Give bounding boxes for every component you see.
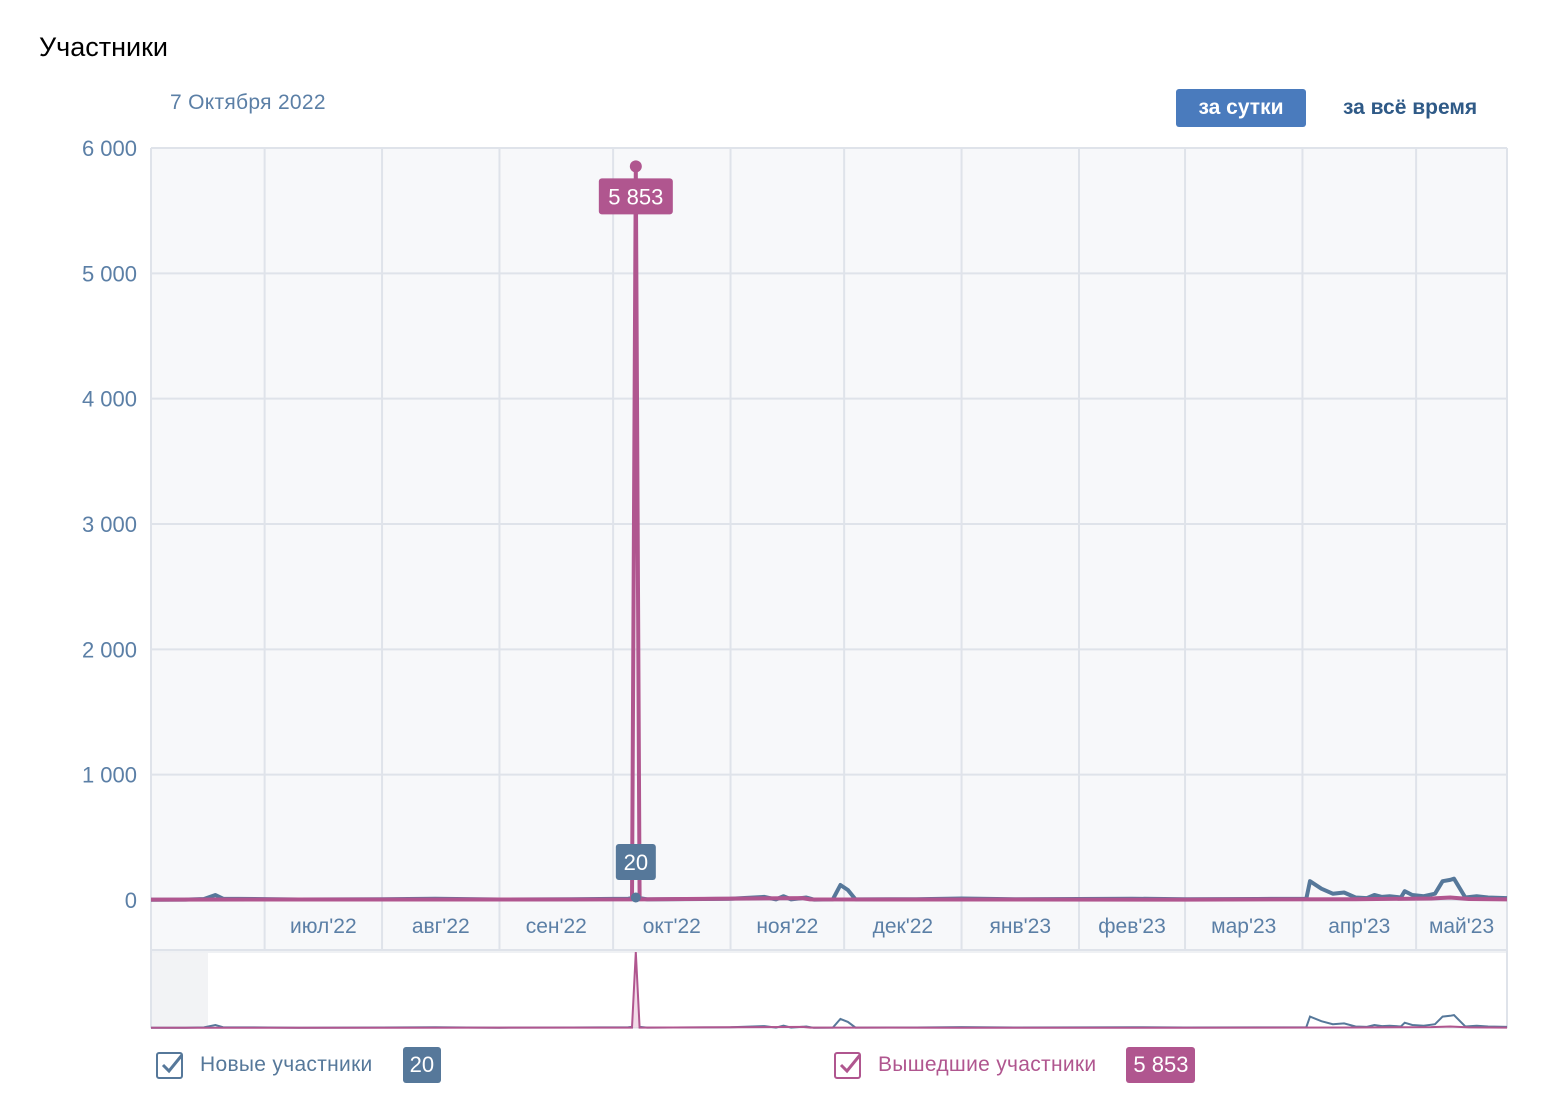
page-title: Участники [39, 32, 168, 62]
selected-date-label: 7 Октября 2022 [170, 91, 326, 114]
left-members-line [150, 164, 1508, 902]
x-tick-label: май'23 [1429, 915, 1494, 938]
left-members-label: Вышедшие участники [878, 1053, 1097, 1076]
left-members-value-label: 5 853 [598, 178, 673, 215]
new-members-value-badge: 20 [402, 1047, 442, 1083]
new-members-value-label: 20 [615, 844, 656, 880]
navigator-left-members-line [150, 951, 1508, 1029]
navigator-background [150, 951, 1508, 1029]
y-tick-label: 1 000 [82, 763, 137, 788]
y-tick-label: 5 000 [82, 261, 137, 286]
new-members-label: Новые участники [200, 1053, 373, 1076]
x-tick-label: окт'22 [643, 915, 701, 938]
legend-new-members[interactable]: Новые участники 20 [156, 1045, 442, 1085]
y-tick-label: 4 000 [82, 387, 137, 412]
x-tick-label: янв'23 [990, 915, 1052, 938]
y-tick-label: 6 000 [82, 136, 137, 161]
x-tick-label: ноя'22 [756, 915, 818, 938]
check-icon [839, 1053, 862, 1073]
svg-text:20: 20 [624, 850, 648, 875]
new-members-point [630, 892, 641, 903]
range-daily-button[interactable]: за сутки [1176, 89, 1306, 127]
left-members-point [629, 160, 642, 173]
left-members-value-badge: 5 853 [1126, 1047, 1196, 1083]
x-tick-label: авг'22 [412, 915, 470, 938]
x-tick-label: дек'22 [873, 915, 934, 938]
y-tick-label: 2 000 [82, 637, 137, 662]
check-icon [161, 1053, 184, 1073]
navigator-mask [152, 953, 208, 1027]
legend-left-members[interactable]: Вышедшие участники 5 853 [834, 1045, 1196, 1085]
x-tick-label: июл'22 [290, 915, 357, 938]
members-chart[interactable]: 0 1 000 2 000 3 000 4 000 5 000 6 000 июл'22 авг… [0, 0, 1564, 1040]
x-tick-label: сен'22 [526, 915, 587, 938]
x-tick-label: фев'23 [1098, 915, 1165, 938]
x-tick-label: апр'23 [1328, 915, 1390, 938]
plot-background [151, 148, 1507, 950]
svg-text:5 853: 5 853 [608, 184, 663, 209]
range-all-time-button[interactable]: за всё время [1343, 96, 1478, 119]
left-members-checkbox[interactable] [834, 1051, 862, 1079]
y-tick-label: 0 [125, 888, 137, 913]
new-members-checkbox[interactable] [156, 1051, 184, 1079]
y-tick-label: 3 000 [82, 512, 137, 537]
x-tick-label: мар'23 [1211, 915, 1276, 938]
